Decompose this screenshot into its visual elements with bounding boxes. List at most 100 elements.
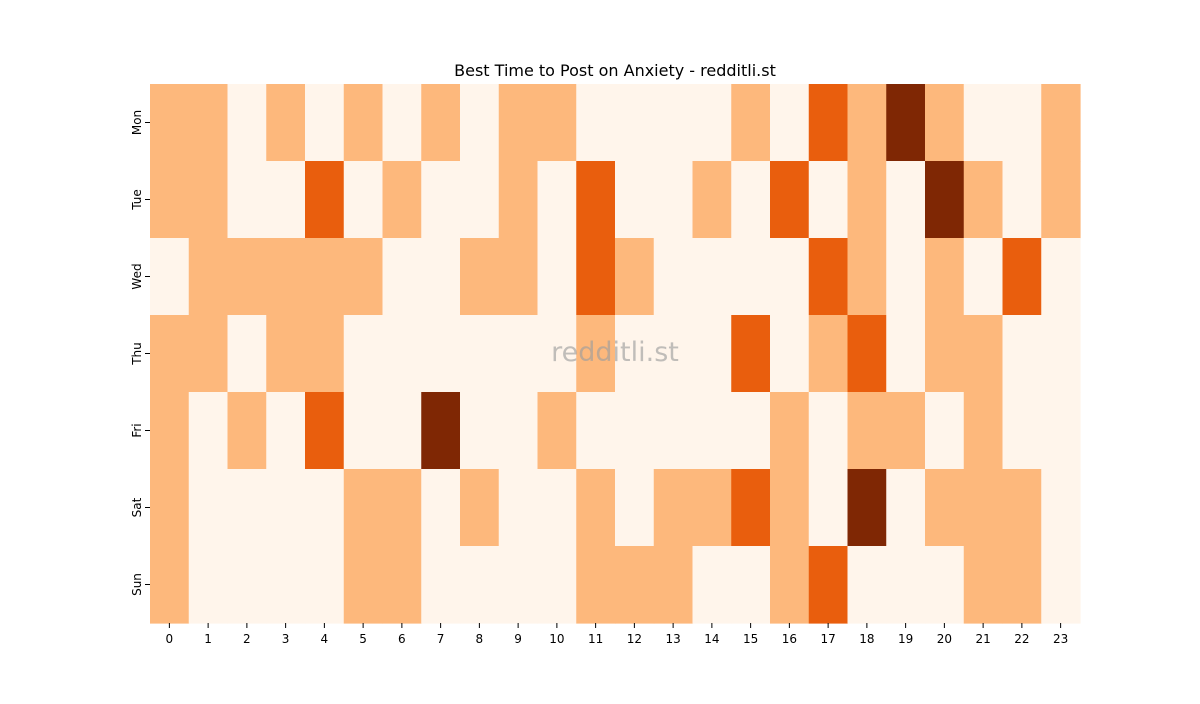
heatmap-cell-Wed-21 — [963, 238, 1004, 316]
heatmap-cell-Sat-16 — [770, 469, 810, 547]
heatmap-cell-Sun-2 — [227, 546, 267, 624]
heatmap-cell-Sat-17 — [808, 469, 849, 547]
heatmap-cell-Mon-1 — [188, 84, 229, 162]
heatmap-cell-Sat-8 — [460, 469, 500, 547]
heatmap-cell-Wed-16 — [770, 238, 810, 316]
heatmap-cell-Fri-5 — [343, 392, 384, 470]
heatmap-cell-Mon-13 — [653, 84, 694, 162]
heatmap-cell-Wed-5 — [343, 238, 384, 316]
heatmap-cell-Thu-17 — [808, 315, 849, 393]
heatmap-cell-Sat-21 — [963, 469, 1004, 547]
heatmap-cell-Mon-23 — [1041, 84, 1081, 162]
heatmap-cell-Tue-2 — [227, 161, 267, 239]
heatmap-cell-Sun-13 — [653, 546, 694, 624]
heatmap-cell-Sun-8 — [460, 546, 500, 624]
heatmap-cell-Fri-9 — [498, 392, 539, 470]
heatmap-cell-Wed-20 — [925, 238, 965, 316]
heatmap-cell-Wed-4 — [305, 238, 345, 316]
y-tick-label: Wed — [130, 263, 144, 289]
heatmap-cell-Sat-13 — [653, 469, 694, 547]
heatmap-cell-Thu-1 — [188, 315, 229, 393]
heatmap-cell-Mon-3 — [266, 84, 306, 162]
heatmap-cell-Tue-9 — [498, 161, 539, 239]
y-tick-label: Sat — [130, 497, 144, 517]
heatmap-cell-Fri-20 — [925, 392, 965, 470]
heatmap-cell-Tue-13 — [653, 161, 694, 239]
heatmap-cell-Fri-7 — [421, 392, 461, 470]
heatmap-cell-Sat-23 — [1041, 469, 1081, 547]
x-tick-label: 11 — [588, 632, 603, 646]
heatmap-cell-Sat-3 — [266, 469, 306, 547]
heatmap-cell-Wed-2 — [227, 238, 267, 316]
x-axis: 0 1 2 3 4 5 6 7 8 9 10 11 12 13 14 15 16 17 18 19 20 21 22 23 — [166, 623, 1068, 646]
heatmap-cell-Tue-16 — [770, 161, 810, 239]
heatmap-cell-Tue-14 — [692, 161, 732, 239]
x-tick-label: 7 — [437, 632, 445, 646]
x-tick-label: 6 — [398, 632, 406, 646]
heatmap-cell-Fri-8 — [460, 392, 500, 470]
x-tick-label: 15 — [743, 632, 758, 646]
heatmap-cell-Thu-9 — [498, 315, 539, 393]
heatmap-cell-Fri-6 — [382, 392, 422, 470]
heatmap-cell-Fri-13 — [653, 392, 694, 470]
x-tick-label: 17 — [820, 632, 835, 646]
y-axis: Mon Tue Wed Thu Fri Sat Sun — [130, 110, 150, 596]
heatmap-cell-Mon-11 — [576, 84, 616, 162]
heatmap-cell-Mon-15 — [731, 84, 771, 162]
x-tick-label: 8 — [476, 632, 484, 646]
heatmap-cell-Tue-15 — [731, 161, 771, 239]
heatmap-cell-Sat-1 — [188, 469, 229, 547]
heatmap-cell-Thu-5 — [343, 315, 384, 393]
heatmap-cells — [150, 84, 1081, 624]
x-tick-label: 2 — [243, 632, 251, 646]
heatmap-cell-Wed-18 — [847, 238, 887, 316]
heatmap-cell-Tue-22 — [1002, 161, 1042, 239]
heatmap-cell-Sat-22 — [1002, 469, 1042, 547]
heatmap-cell-Mon-5 — [343, 84, 384, 162]
heatmap-cell-Thu-14 — [692, 315, 732, 393]
heatmap-cell-Thu-7 — [421, 315, 461, 393]
heatmap-cell-Tue-19 — [886, 161, 926, 239]
heatmap-cell-Sun-0 — [150, 546, 190, 624]
heatmap-cell-Mon-14 — [692, 84, 732, 162]
heatmap-cell-Tue-11 — [576, 161, 616, 239]
heatmap-cell-Sun-10 — [537, 546, 577, 624]
heatmap-cell-Sat-0 — [150, 469, 190, 547]
heatmap-cell-Mon-7 — [421, 84, 461, 162]
heatmap-cell-Sun-23 — [1041, 546, 1081, 624]
heatmap-cell-Fri-1 — [188, 392, 229, 470]
y-tick-label: Thu — [130, 342, 144, 366]
heatmap-cell-Sun-22 — [1002, 546, 1042, 624]
heatmap-cell-Thu-16 — [770, 315, 810, 393]
heatmap-cell-Tue-17 — [808, 161, 849, 239]
heatmap-cell-Sun-3 — [266, 546, 306, 624]
heatmap-cell-Mon-22 — [1002, 84, 1042, 162]
heatmap-cell-Sun-5 — [343, 546, 384, 624]
x-tick-label: 5 — [359, 632, 367, 646]
heatmap-cell-Fri-19 — [886, 392, 926, 470]
heatmap-cell-Sat-20 — [925, 469, 965, 547]
heatmap-cell-Sat-4 — [305, 469, 345, 547]
y-tick-label: Mon — [130, 110, 144, 135]
heatmap-cell-Sun-17 — [808, 546, 849, 624]
x-tick-label: 22 — [1014, 632, 1029, 646]
x-tick-label: 4 — [321, 632, 329, 646]
watermark: redditli.st — [551, 337, 679, 368]
heatmap-cell-Fri-11 — [576, 392, 616, 470]
x-tick-label: 3 — [282, 632, 290, 646]
heatmap-cell-Mon-19 — [886, 84, 926, 162]
heatmap-cell-Fri-17 — [808, 392, 849, 470]
heatmap-cell-Tue-4 — [305, 161, 345, 239]
heatmap-cell-Sun-1 — [188, 546, 229, 624]
heatmap-cell-Mon-10 — [537, 84, 577, 162]
x-tick-label: 21 — [975, 632, 990, 646]
heatmap-cell-Sun-6 — [382, 546, 422, 624]
heatmap-cell-Mon-9 — [498, 84, 539, 162]
heatmap-cell-Sat-11 — [576, 469, 616, 547]
heatmap-cell-Tue-12 — [615, 161, 655, 239]
heatmap-cell-Sat-5 — [343, 469, 384, 547]
heatmap-cell-Sat-2 — [227, 469, 267, 547]
heatmap-cell-Wed-19 — [886, 238, 926, 316]
